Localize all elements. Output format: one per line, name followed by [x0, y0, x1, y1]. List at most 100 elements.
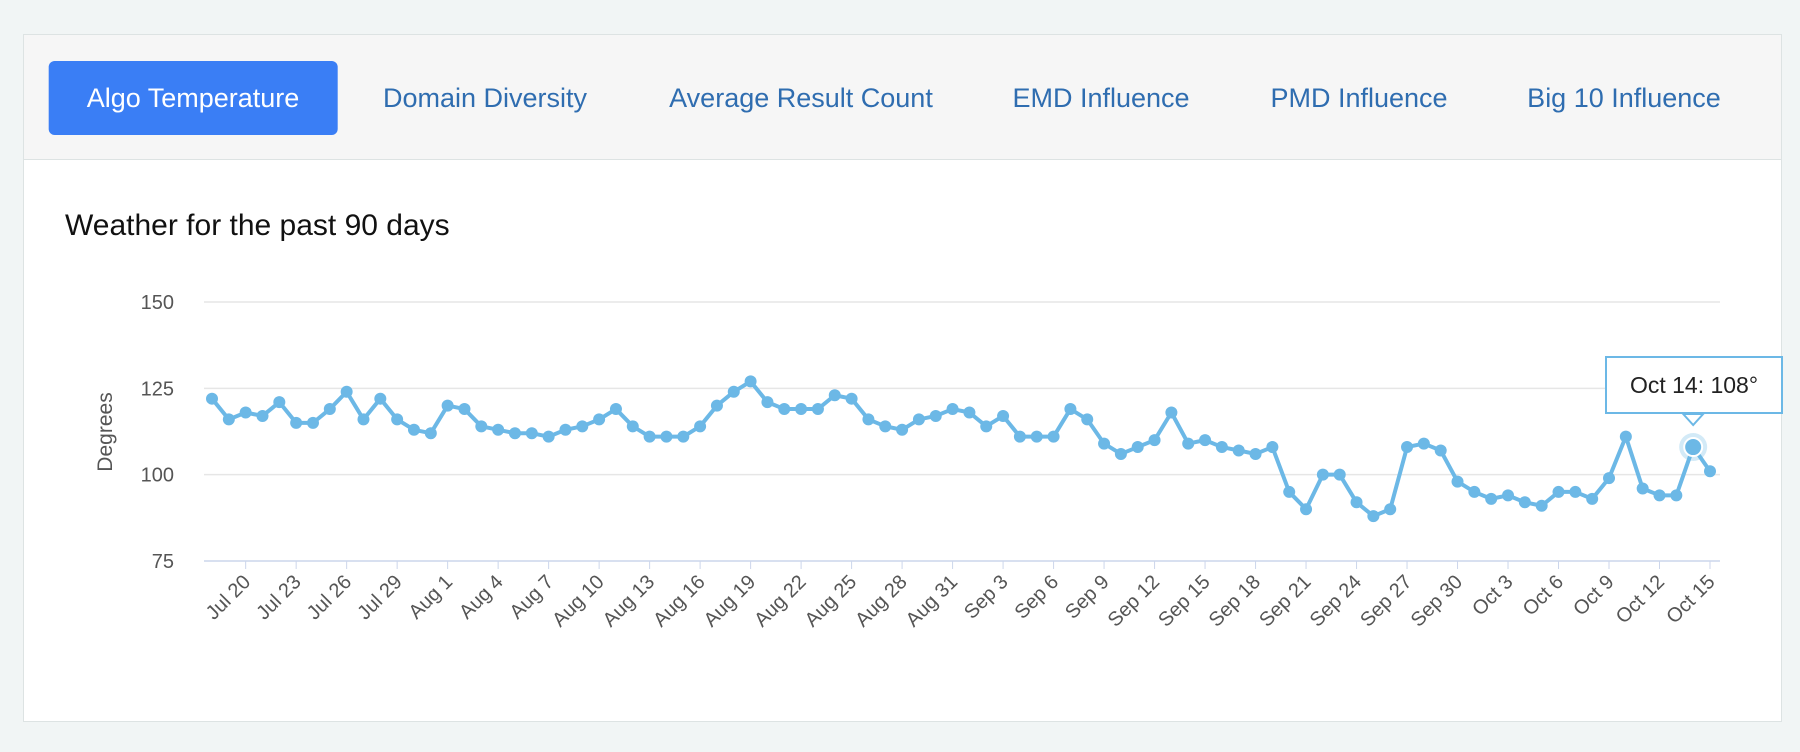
point: [1535, 499, 1548, 512]
point: [1300, 503, 1313, 516]
point: [946, 403, 959, 416]
point: [1047, 430, 1060, 443]
x-tick-label: Sep 6: [1011, 571, 1064, 624]
tab[interactable]: PMD Influence: [1270, 83, 1448, 113]
tab[interactable]: Average Result Count: [669, 83, 933, 113]
point: [1586, 492, 1599, 505]
y-tick-label: 150: [141, 292, 174, 314]
x-tick-label: Aug 13: [599, 571, 659, 631]
point: [1098, 437, 1111, 450]
x-tick-label: Aug 4: [455, 571, 508, 624]
point: [744, 375, 757, 388]
point: [980, 420, 993, 433]
point: [1333, 468, 1346, 481]
point: [424, 427, 437, 440]
chart-title: Weather for the past 90 days: [65, 209, 450, 242]
point: [795, 403, 808, 416]
point: [441, 399, 454, 412]
point: [862, 413, 875, 426]
point: [273, 396, 286, 409]
point: [677, 430, 690, 443]
x-tick-label: Aug 31: [902, 571, 962, 631]
point: [239, 406, 252, 419]
point: [1316, 468, 1329, 481]
point: [929, 409, 942, 422]
line: [210, 379, 1712, 519]
y-tick-label: 75: [152, 551, 174, 573]
x-tick-label: Sep 21: [1255, 571, 1315, 631]
point: [1485, 492, 1498, 505]
point: [1401, 441, 1414, 454]
x-tick-label: Aug 25: [801, 571, 861, 631]
x-tick-label: Jul 23: [252, 571, 305, 624]
point: [1249, 447, 1262, 460]
point: [1030, 430, 1043, 443]
point: [1704, 465, 1716, 478]
point: [1683, 437, 1704, 458]
tab[interactable]: EMD Influence: [1012, 83, 1190, 113]
x-tick-label: Jul 26: [303, 571, 356, 624]
point: [508, 427, 521, 440]
point: [761, 396, 774, 409]
point: [1182, 437, 1195, 450]
point: [492, 423, 505, 436]
point: [912, 413, 925, 426]
x-tick-label: Oct 15: [1662, 571, 1719, 628]
point: [643, 430, 656, 443]
point: [576, 420, 589, 433]
point: [710, 399, 723, 412]
point: [306, 416, 319, 429]
point: [845, 392, 858, 405]
point: [357, 413, 370, 426]
point: [206, 392, 218, 405]
tab[interactable]: Algo Temperature: [48, 61, 338, 135]
tab[interactable]: Domain Diversity: [382, 83, 588, 113]
point: [1636, 482, 1649, 495]
point: [1384, 503, 1397, 516]
x-tick-label: Oct 6: [1519, 571, 1568, 620]
point: [660, 430, 673, 443]
panel: Algo Temperature Domain Diversity Average …: [23, 34, 1782, 722]
x-tick-label: Sep 15: [1154, 571, 1214, 631]
point: [1114, 447, 1127, 460]
tooltip-pointer: [1680, 413, 1706, 427]
point: [1367, 510, 1380, 523]
point: [407, 423, 420, 436]
point: [778, 403, 791, 416]
x-tick-label: Aug 10: [548, 571, 608, 631]
point: [879, 420, 892, 433]
x-tick-label: Aug 28: [851, 571, 911, 631]
point: [626, 420, 639, 433]
point: [727, 385, 740, 398]
x-tick-label: Sep 18: [1205, 571, 1265, 631]
point: [475, 420, 488, 433]
point: [340, 385, 353, 398]
point: [1199, 434, 1212, 447]
x-tick-label: Oct 12: [1612, 571, 1669, 628]
tab[interactable]: Big 10 Influence: [1527, 83, 1721, 113]
point: [1569, 485, 1582, 498]
point: [1131, 441, 1144, 454]
point: [1603, 472, 1616, 485]
point: [1350, 496, 1363, 509]
y-tick-label: 100: [141, 465, 174, 487]
y-axis-label: Degrees: [94, 392, 117, 471]
point: [323, 403, 336, 416]
point: [1518, 496, 1531, 509]
point: [256, 409, 269, 422]
x-tick-label: Sep 24: [1306, 571, 1366, 631]
point: [1670, 489, 1683, 502]
point: [1283, 485, 1296, 498]
point: [374, 392, 387, 405]
point: [1451, 475, 1464, 488]
point: [1468, 485, 1481, 498]
point: [525, 427, 538, 440]
x-tick-label: Sep 30: [1407, 571, 1467, 631]
point: [609, 403, 622, 416]
point: [1013, 430, 1026, 443]
x-tick-label: Jul 29: [353, 571, 406, 624]
point: [997, 409, 1010, 422]
tooltip: Oct 14: 108°: [1605, 356, 1783, 414]
